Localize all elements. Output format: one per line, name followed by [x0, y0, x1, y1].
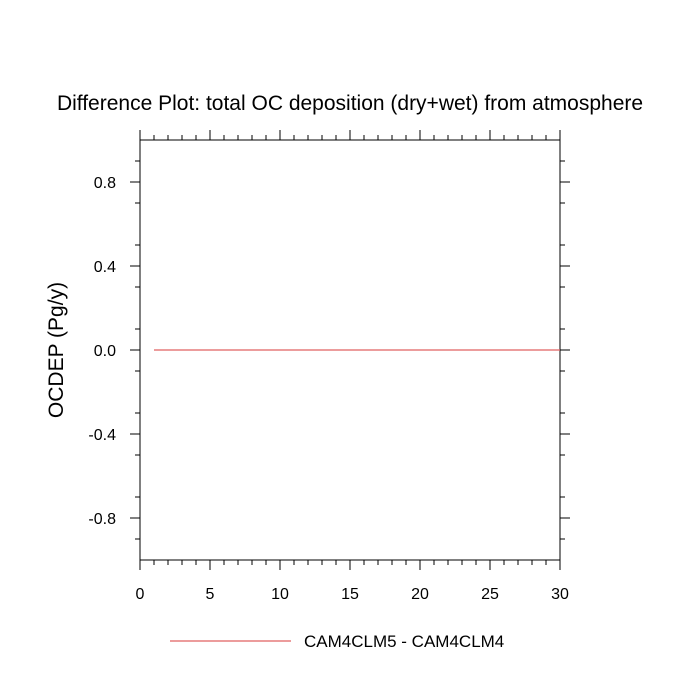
axis-ticks: 0 5 10 15 20 25 30 0.8 0.4 0.0 -0.4 -0.8 [88, 130, 570, 603]
x-tick-label: 0 [136, 586, 145, 603]
x-tick-label: 25 [481, 586, 499, 603]
x-tick-label: 15 [341, 586, 359, 603]
y-tick-label: -0.8 [88, 511, 116, 528]
chart-title: Difference Plot: total OC deposition (dr… [57, 92, 643, 115]
x-tick-label: 5 [206, 586, 215, 603]
x-tick-label: 30 [551, 586, 569, 603]
y-tick-label: 0.8 [94, 175, 116, 192]
x-tick-label: 20 [411, 586, 429, 603]
y-tick-label: 0.4 [94, 259, 116, 276]
legend: CAM4CLM5 - CAM4CLM4 [170, 632, 504, 651]
x-tick-label: 10 [271, 586, 289, 603]
y-tick-label: 0.0 [94, 343, 116, 360]
legend-label: CAM4CLM5 - CAM4CLM4 [304, 632, 504, 651]
y-tick-label: -0.4 [88, 427, 116, 444]
y-axis-label: OCDEP (Pg/y) [45, 282, 68, 418]
